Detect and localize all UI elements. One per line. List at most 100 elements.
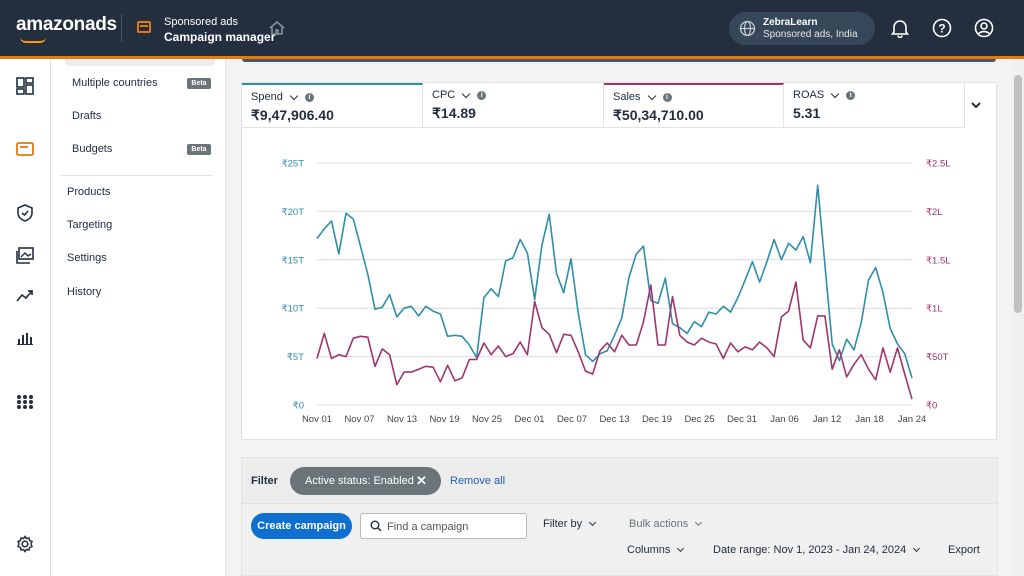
dashboard-icon[interactable] — [16, 77, 34, 95]
x-tick-label: Dec 13 — [599, 414, 629, 425]
y-right-tick-label: ₹0 — [926, 401, 937, 412]
profile-icon[interactable] — [974, 18, 994, 38]
y-left-tick-label: ₹25T — [282, 159, 305, 170]
section-name: Sponsored ads — [164, 16, 238, 28]
metric-spend[interactable]: Spend i ₹9,47,906.40 — [242, 83, 423, 128]
y-right-tick-label: ₹50T — [926, 352, 949, 363]
apps-grid-icon[interactable] — [16, 394, 34, 410]
metric-value: ₹14.89 — [432, 105, 476, 121]
page-title: Campaign manager — [164, 30, 276, 44]
performance-chart-card: Spend i ₹9,47,906.40 CPC i ₹14.89 Sales i ₹… — [241, 82, 997, 440]
reports-icon[interactable] — [16, 331, 34, 345]
scrollbar-thumb[interactable] — [1014, 75, 1022, 313]
x-tick-label: Nov 25 — [472, 414, 502, 425]
help-icon[interactable]: ? — [932, 18, 952, 38]
nav-products[interactable]: Products — [67, 186, 111, 198]
bulk-actions-dropdown[interactable]: Bulk actions — [629, 518, 705, 530]
x-tick-label: Jan 12 — [813, 414, 842, 425]
chevron-down-icon[interactable] — [289, 91, 299, 100]
search-icon — [370, 520, 382, 532]
expand-metrics-chevron-icon[interactable] — [968, 97, 984, 113]
bulk-actions-label: Bulk actions — [629, 518, 689, 530]
metric-label: Spend — [251, 91, 283, 103]
info-icon[interactable]: i — [662, 92, 672, 102]
nav-multiple-countries[interactable]: Multiple countries — [72, 77, 158, 89]
x-tick-label: Nov 13 — [387, 414, 417, 425]
account-switcher[interactable]: ZebraLearn Sponsored ads, India — [729, 12, 875, 45]
filter-label: Filter — [251, 475, 278, 487]
date-range-dropdown[interactable]: Date range: Nov 1, 2023 - Jan 24, 2024 — [713, 544, 923, 556]
x-tick-label: Nov 19 — [429, 414, 459, 425]
campaign-icon[interactable] — [16, 141, 34, 157]
metric-sales[interactable]: Sales i ₹50,34,710.00 — [604, 83, 784, 128]
header-divider — [121, 14, 122, 42]
metric-label: CPC — [432, 89, 456, 101]
y-left-tick-label: ₹15T — [282, 255, 305, 266]
y-left-tick-label: ₹10T — [282, 304, 305, 315]
y-right-tick-label: ₹2L — [926, 207, 943, 218]
filter-by-label: Filter by — [543, 518, 583, 530]
metric-cpc[interactable]: CPC i ₹14.89 — [423, 83, 604, 128]
y-right-tick-label: ₹2.5L — [926, 159, 951, 170]
info-icon[interactable]: i — [304, 92, 314, 102]
create-campaign-button[interactable]: Create campaign — [251, 513, 352, 539]
bell-icon[interactable] — [891, 18, 909, 38]
account-marketplace: Sponsored ads, India — [763, 29, 858, 40]
left-rail — [0, 59, 51, 576]
export-button[interactable]: Export — [948, 544, 980, 556]
date-range-label: Date range: Nov 1, 2023 - Jan 24, 2024 — [713, 544, 907, 556]
close-icon[interactable]: ✕ — [416, 473, 427, 488]
remove-all-link[interactable]: Remove all — [450, 475, 506, 487]
globe-icon — [739, 20, 756, 37]
series-line-spend — [316, 184, 913, 379]
metric-label: ROAS — [793, 89, 825, 101]
performance-line-chart: ₹0 ₹0 ₹5T ₹50T ₹10T ₹1L ₹15T ₹1.5L ₹20T ₹2L ₹25T ₹2… — [282, 159, 951, 426]
trending-icon[interactable] — [16, 289, 34, 303]
series-line-sales — [316, 281, 913, 400]
chevron-down-icon — [589, 518, 597, 527]
logo-smile — [20, 37, 46, 43]
metric-roas[interactable]: ROAS i 5.31 — [784, 83, 965, 128]
x-tick-label: Nov 01 — [302, 414, 332, 425]
creative-library-icon[interactable] — [16, 247, 34, 264]
campaign-table-toolbar: Filter Active status: Enabled ✕ Remove a… — [241, 457, 998, 576]
filter-by-dropdown[interactable]: Filter by — [543, 518, 599, 530]
x-tick-label: Dec 25 — [684, 414, 714, 425]
beta-badge: Beta — [187, 78, 211, 89]
top-bar-accent — [0, 56, 1024, 59]
campaign-search-box[interactable] — [360, 513, 527, 539]
account-name: ZebraLearn — [763, 17, 818, 28]
home-icon[interactable] — [268, 20, 286, 36]
nav-budgets[interactable]: Budgets — [72, 143, 113, 155]
x-tick-label: Nov 07 — [344, 414, 374, 425]
active-filter-chip[interactable]: Active status: Enabled ✕ — [290, 467, 441, 495]
nav-history[interactable]: History — [67, 286, 102, 298]
columns-dropdown[interactable]: Columns — [627, 544, 687, 556]
metric-value: 5.31 — [793, 105, 821, 121]
x-tick-label: Jan 06 — [770, 414, 799, 425]
x-tick-label: Jan 24 — [898, 414, 927, 425]
svg-text:?: ? — [938, 22, 945, 36]
nav-targeting[interactable]: Targeting — [67, 219, 113, 231]
info-icon[interactable]: i — [846, 90, 856, 100]
nav-settings[interactable]: Settings — [67, 252, 107, 264]
campaign-manager-subnav: Multiple countries Beta Drafts Budgets B… — [51, 59, 226, 576]
top-bar: amazonads Sponsored ads Campaign manager… — [0, 0, 1024, 56]
search-input[interactable] — [387, 519, 523, 534]
active-nav-highlight — [65, 59, 215, 66]
metric-selector-row: Spend i ₹9,47,906.40 CPC i ₹14.89 Sales i ₹… — [242, 83, 996, 128]
y-left-tick-label: ₹20T — [282, 207, 305, 218]
x-tick-label: Dec 31 — [727, 414, 757, 425]
chevron-down-icon[interactable] — [830, 89, 840, 98]
chevron-down-icon — [677, 544, 685, 553]
chevron-down-icon[interactable] — [647, 91, 656, 100]
y-left-tick-label: ₹0 — [293, 401, 304, 412]
filter-chip-label: Active status: Enabled — [305, 475, 414, 487]
amazon-ads-logo[interactable]: amazonads — [16, 14, 117, 35]
info-icon[interactable]: i — [477, 90, 487, 100]
shield-icon[interactable] — [16, 204, 34, 222]
settings-gear-icon[interactable] — [16, 535, 34, 553]
chevron-down-icon[interactable] — [461, 89, 471, 98]
chevron-down-icon — [695, 518, 703, 527]
nav-drafts[interactable]: Drafts — [72, 110, 102, 122]
